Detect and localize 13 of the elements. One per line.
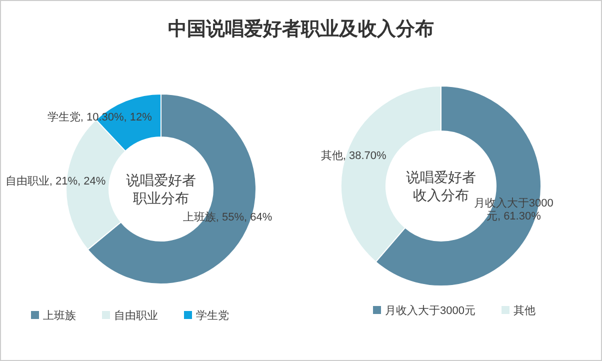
legend-label: 月收入大于3000元 (385, 304, 476, 317)
chart-title: 中国说唱爱好者职业及收入分布 (168, 18, 434, 40)
legend-label: 上班族 (43, 309, 76, 322)
data-label: 上班族, 55%, 64% (182, 210, 272, 224)
text: 职业分布 (133, 190, 189, 206)
data-label: 其他, 38.70% (320, 149, 387, 162)
legend-label: 其他 (513, 304, 536, 317)
legend-label: 学生党 (196, 309, 229, 322)
text: 说唱爱好者 (406, 169, 476, 185)
data-label: 自由职业, 21%, 24% (5, 174, 106, 188)
text: 收入分布 (413, 187, 469, 203)
legend-label: 自由职业 (114, 309, 158, 322)
text: 说唱爱好者 (126, 172, 196, 188)
